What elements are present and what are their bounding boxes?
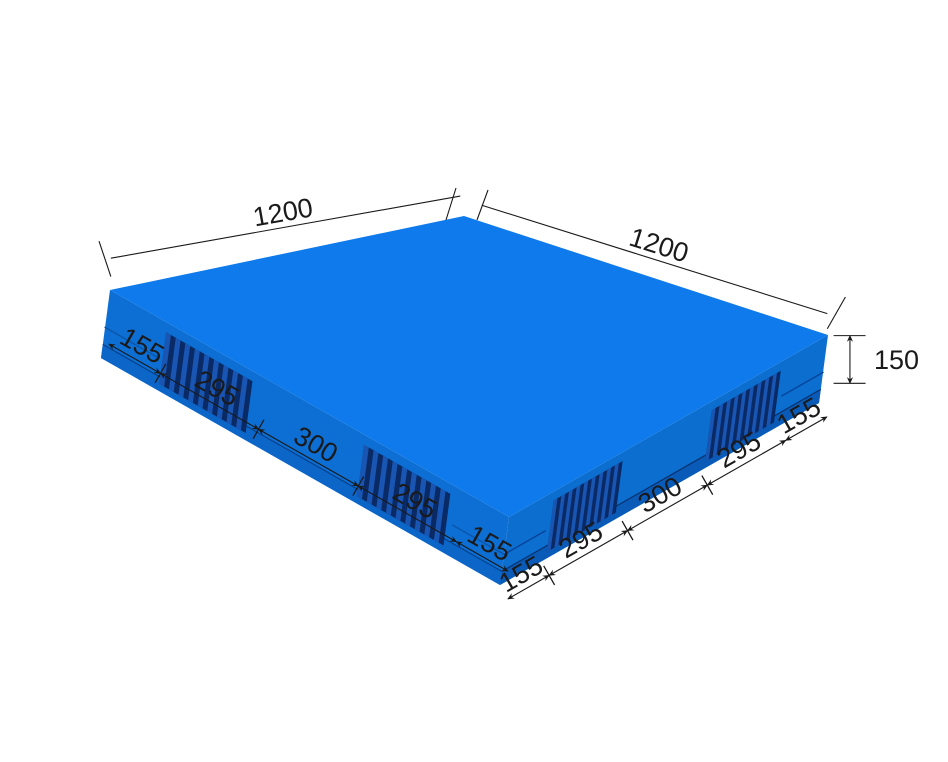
svg-text:150: 150 (874, 345, 919, 375)
